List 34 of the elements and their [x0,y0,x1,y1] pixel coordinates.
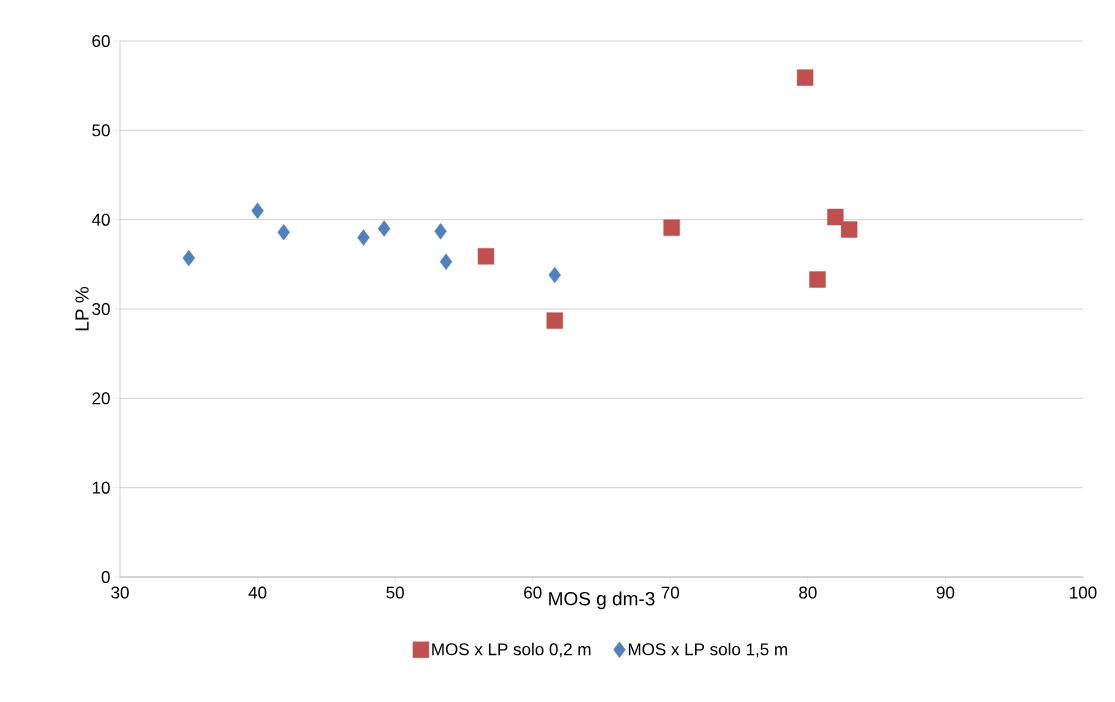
y-tick-label: 0 [101,570,110,584]
point [796,69,814,86]
y-tick-label: 20 [92,392,110,405]
point [357,229,370,246]
y-tick-label: 60 [92,34,110,48]
x-tick-label: 40 [248,586,267,599]
x-tick-label: 60 [524,586,542,599]
x-tick-label: 30 [111,586,129,599]
point [840,221,858,238]
point [277,223,290,241]
x-tick-label: 90 [936,586,955,599]
x-tick-label: 50 [386,586,404,599]
x-tick-label: 80 [799,586,817,599]
point [477,248,495,265]
x-tick-label: 70 [661,586,680,599]
x-tick-label: 100 [1070,586,1097,599]
point [546,312,563,329]
y-tick-label: 40 [91,213,110,226]
point [439,253,453,270]
point [663,219,680,236]
y-tick-label: 30 [92,302,110,316]
point [182,249,195,267]
y-tick-label: 50 [92,124,110,137]
point [548,266,561,284]
point [251,202,264,219]
point [434,223,447,240]
legend-label: MOS x LP solo 1,5 m [628,642,787,658]
point [809,271,826,288]
legend-label: MOS x LP solo 0,2 m [432,642,591,658]
point [377,220,391,237]
y-axis-title: LP % [75,286,89,331]
x-axis-title: MOS g dm-3 [549,591,655,610]
point [827,208,844,226]
y-tick-label: 10 [92,481,110,494]
